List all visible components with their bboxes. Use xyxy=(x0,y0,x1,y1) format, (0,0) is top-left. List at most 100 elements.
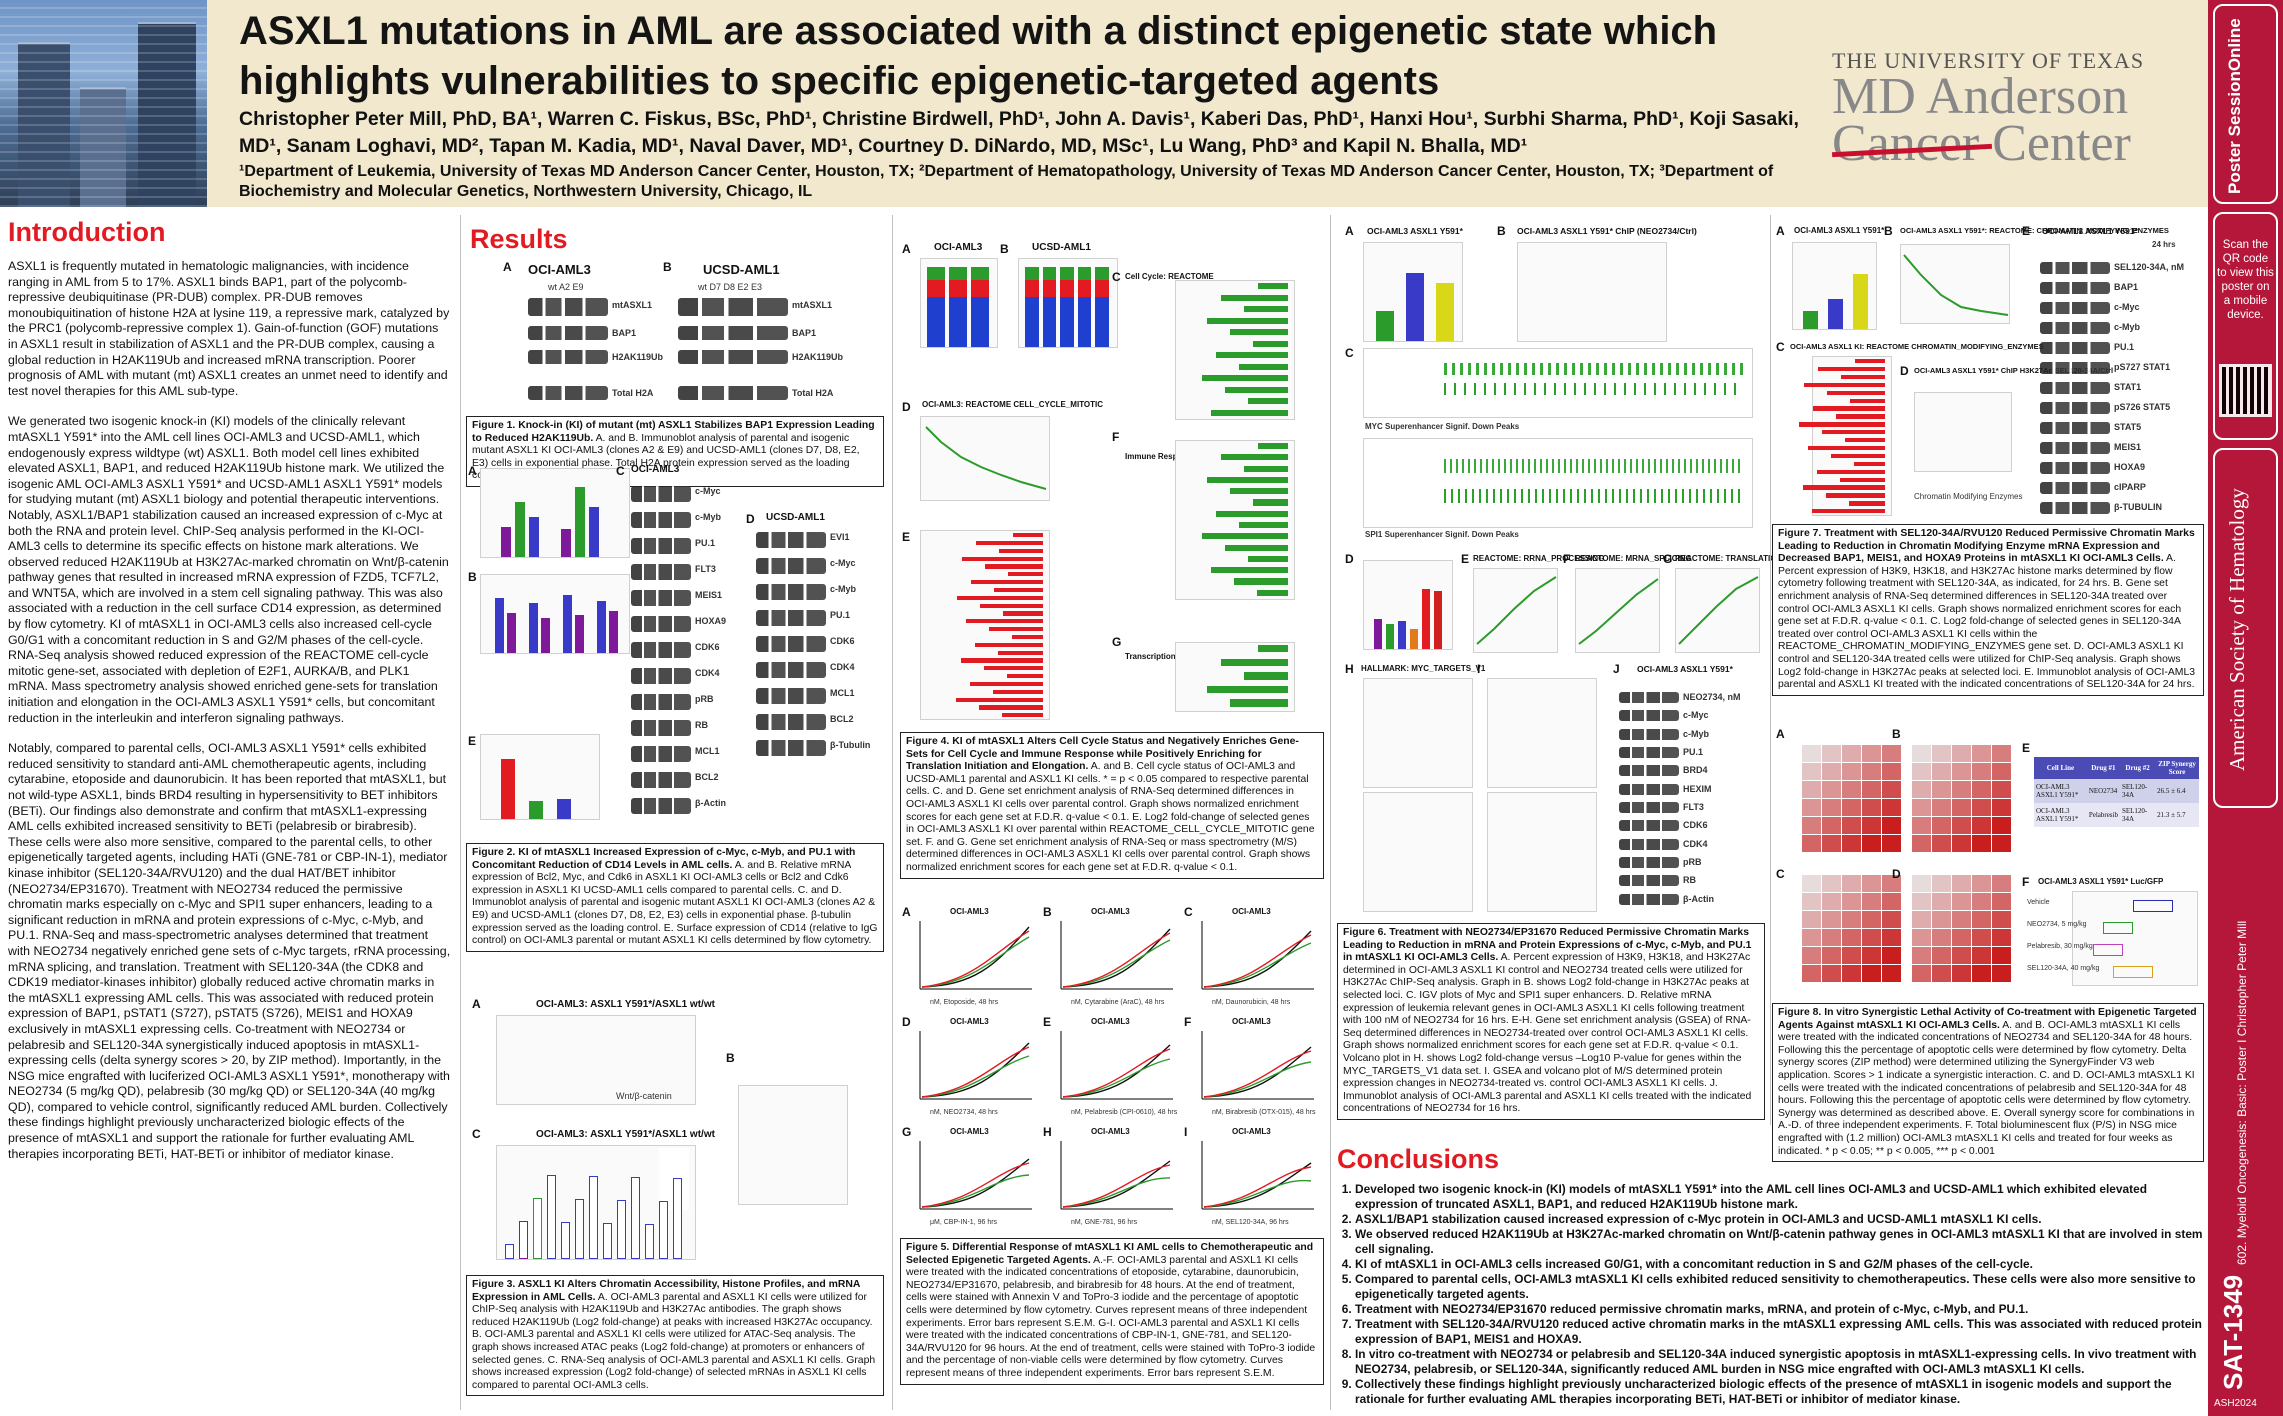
blot-label: CDK4 xyxy=(695,668,720,678)
blot-label: cIPARP xyxy=(2114,482,2146,492)
enrichment-bar xyxy=(1234,578,1288,585)
conclusions-heading: Conclusions xyxy=(1337,1144,1500,1174)
heatmap-cell xyxy=(1992,835,2011,852)
heatmap-cell xyxy=(1802,799,1821,816)
enrichment-bar xyxy=(1008,572,1043,577)
heatmap-cell xyxy=(1842,911,1861,928)
conclusion-item: Collectively these findings highlight pr… xyxy=(1355,1377,2205,1407)
heatmap-cell xyxy=(1992,893,2011,910)
heatmap-cell xyxy=(1992,911,2011,928)
heatmap-cell xyxy=(1802,835,1821,852)
plot-title: OCI-AML3 xyxy=(1232,907,1271,916)
blot-label: β-TUBULIN xyxy=(2114,502,2162,512)
gsea-plot xyxy=(1900,244,2010,324)
axis-label: nM, Birabresib (OTX-015), 48 hrs xyxy=(1212,1109,1316,1116)
enrichment-bar xyxy=(961,658,1043,663)
conference-code: ASH2024 xyxy=(2214,1398,2257,1409)
plot-title: OCI-AML3 xyxy=(1091,1127,1130,1136)
enrichment-bar xyxy=(1221,658,1288,667)
cell-line-label: OCI-AML3 xyxy=(528,262,591,277)
qr-panel[interactable]: Scan the QR code to view this poster on … xyxy=(2213,212,2278,440)
blot-band xyxy=(1619,820,1679,832)
heatmap-cell xyxy=(1912,781,1931,798)
heatmap-cell xyxy=(1972,893,1991,910)
heatmap-cell xyxy=(1992,947,2011,964)
plot-title: OCI-AML3 xyxy=(950,907,989,916)
blot-panel: NEO2734, nM c-Myc c-Myb PU.1 BRD4 HEXIM FLT3 CD… xyxy=(1619,692,1741,912)
blot-label: CDK4 xyxy=(1683,838,1708,849)
heatmap-cell xyxy=(1912,875,1931,892)
bar-segment xyxy=(949,267,967,280)
blot-label: PU.1 xyxy=(695,538,716,548)
enrichment-bar xyxy=(1248,398,1288,405)
heatmap-cell xyxy=(1952,781,1971,798)
table-header: Drug #1 xyxy=(2091,764,2116,772)
heatmap-cell xyxy=(1952,745,1971,762)
heatmap-cell xyxy=(1952,835,1971,852)
bar xyxy=(645,1224,654,1259)
bar-chart xyxy=(480,574,630,654)
blot-band xyxy=(1619,857,1679,868)
axis-label: nM, SEL120-34A, 96 hrs xyxy=(1212,1219,1289,1226)
enrichment-bar xyxy=(994,587,1043,593)
bar xyxy=(533,1198,542,1259)
heatmap-cell xyxy=(1842,965,1861,982)
qr-code-icon[interactable] xyxy=(2219,364,2272,417)
heatmap-cell xyxy=(1882,781,1901,798)
blot-band xyxy=(2040,342,2110,354)
blot-band xyxy=(2040,382,2110,394)
enrichment-bar xyxy=(1840,477,1885,482)
blot-label: BAP1 xyxy=(792,328,817,338)
blot-band xyxy=(631,564,691,580)
enrichment-bar xyxy=(1841,374,1885,380)
enrichment-bar xyxy=(1850,398,1885,403)
figure-6: A OCI-AML3 ASXL1 Y591* B OCI-AML3 ASXL1 … xyxy=(1337,222,1782,922)
bar xyxy=(603,1223,612,1259)
heatmap-cell xyxy=(1862,835,1881,852)
caption-title: Figure 1. Knock-in (KI) of mutant (mt) A… xyxy=(472,420,875,444)
table-cell: SEL120-34A xyxy=(2121,807,2148,823)
blot-band xyxy=(631,486,691,502)
heatmap-cell xyxy=(1972,929,1991,946)
bar-segment xyxy=(1042,267,1057,280)
enrichment-bar xyxy=(1803,485,1885,490)
blot-panel: c-Myc c-Myb PU.1 FLT3 MEIS1 HOXA9 CDK6 CDK4 pRB R… xyxy=(631,486,726,826)
box-plot xyxy=(2072,891,2198,986)
blot-label: PU.1 xyxy=(2114,342,2135,352)
bar-chart xyxy=(1363,242,1463,342)
heatmap-cell xyxy=(1862,875,1881,892)
blot-band xyxy=(1619,728,1679,740)
session-label: 602. Myeloid Oncogenesis: Basic: Poster … xyxy=(2235,920,2249,1265)
table-row: OCI-AML3 ASXL1 Y591* Pelabresib SEL120-34A… xyxy=(2034,803,2199,827)
enrichment-bar xyxy=(1258,443,1288,450)
heatmap-cell xyxy=(1912,835,1931,852)
heatmap-cell xyxy=(1882,893,1901,910)
heatmap-cell xyxy=(1842,781,1861,798)
enrichment-bar xyxy=(1804,382,1885,388)
blot-label: pRB xyxy=(695,694,714,704)
enrichment-bar xyxy=(966,619,1043,624)
dose-response-plot: G OCI-AML3 μM, CBP-IN-1, 96 hrs xyxy=(900,1125,1037,1231)
blot-band xyxy=(756,584,826,600)
plot-title: OCI-AML3 xyxy=(950,1017,989,1026)
panel-label: A xyxy=(902,905,911,919)
heatmap-cell xyxy=(1932,835,1951,852)
heatmap-cell xyxy=(1932,745,1951,762)
enrichment-bar xyxy=(984,666,1043,671)
igv-track xyxy=(1363,438,1753,528)
heatmap-cell xyxy=(1952,929,1971,946)
blot-band xyxy=(1619,875,1679,887)
blot-panel: EVI1 c-Myc c-Myb PU.1 CDK6 CDK4 MCL1 BCL2 β-Tubu… xyxy=(756,532,870,772)
bar-chart xyxy=(1363,560,1453,650)
blot-label: BRD4 xyxy=(1683,765,1708,776)
figure-5: A OCI-AML3 nM, Etoposide, 48 hrs B OCI-AML3… xyxy=(900,905,1324,1235)
lane-labels: wt A2 E9 xyxy=(548,282,584,292)
violin-plot xyxy=(1914,392,2012,472)
heatmap-cell xyxy=(1802,965,1821,982)
figure-7: A OCI-AML3 ASXL1 Y591* B OCI-AML3 ASXL1 … xyxy=(1772,222,2204,522)
heatmap-cell xyxy=(1842,893,1861,910)
column-divider xyxy=(1770,215,1771,1125)
heatmap-cell xyxy=(1992,965,2011,982)
violin-plot xyxy=(1517,242,1667,342)
heatmap-cell xyxy=(1992,875,2011,892)
